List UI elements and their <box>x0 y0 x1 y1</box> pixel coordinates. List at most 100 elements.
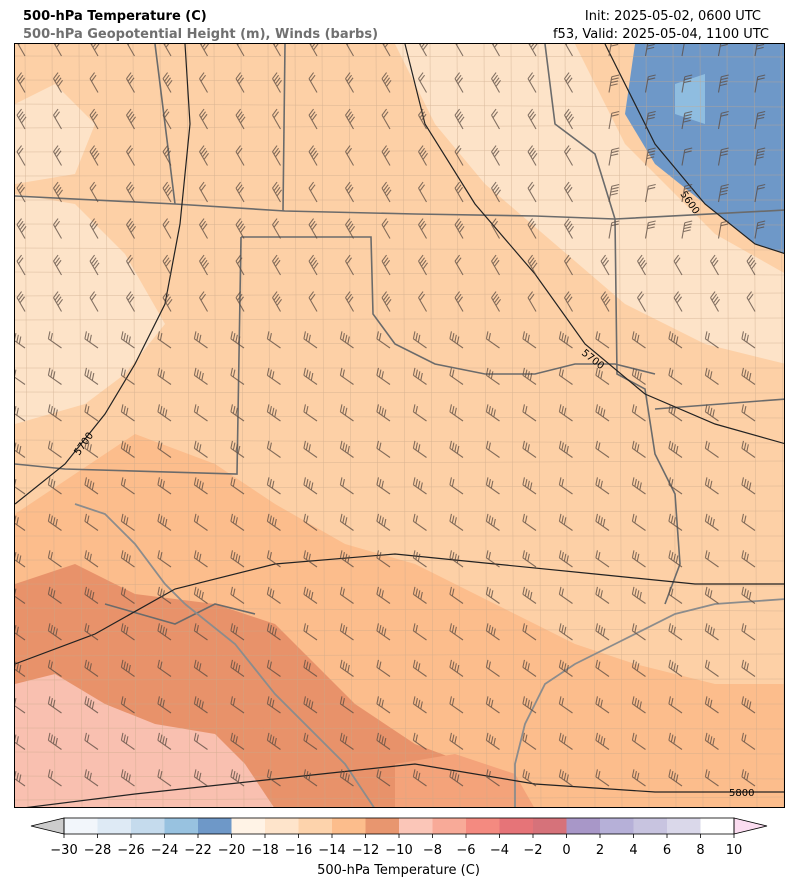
colorbar-cell <box>265 818 299 834</box>
state-border-ne <box>544 44 616 220</box>
wind-barb <box>741 331 756 349</box>
wind-barb <box>741 513 756 531</box>
wind-barb <box>631 586 646 604</box>
wind-barb <box>418 254 429 276</box>
colorbar-tick-label: −14 <box>318 843 346 858</box>
wind-barb <box>230 331 245 349</box>
wind-barb <box>272 44 281 57</box>
wind-barb <box>16 145 26 166</box>
wind-barb <box>47 440 62 458</box>
wind-barb <box>376 659 391 677</box>
wind-barb <box>339 440 354 458</box>
wind-barb <box>741 732 756 750</box>
wind-barb <box>303 659 318 677</box>
wind-barb <box>15 697 26 714</box>
wind-barb <box>53 218 62 239</box>
map-panel[interactable]: 5600 5700 5700 5800 <box>14 43 785 808</box>
colorbar-tick-label: −18 <box>251 843 279 858</box>
wind-barb <box>704 477 719 495</box>
wind-barb <box>558 477 573 495</box>
wind-barb <box>522 513 537 531</box>
wind-barb <box>84 331 99 349</box>
wind-barb <box>595 440 610 458</box>
wind-barb <box>339 732 354 750</box>
colorbar-tick-label: −12 <box>351 843 380 858</box>
colorbar-cell <box>600 818 634 834</box>
wind-barb <box>418 44 429 57</box>
wind-barb <box>449 404 464 422</box>
wind-barb <box>558 440 573 458</box>
wind-barb <box>308 44 319 57</box>
wind-barb <box>230 696 245 714</box>
wind-barb <box>84 404 99 422</box>
colorbar-cell <box>633 818 668 834</box>
wind-barb <box>527 108 537 130</box>
wind-barb <box>339 769 354 787</box>
wind-barb <box>376 550 391 568</box>
wind-barb <box>704 367 719 385</box>
wind-barb <box>644 220 656 239</box>
wind-barb <box>84 550 99 568</box>
wind-barb <box>89 108 99 130</box>
wind-barb <box>272 108 281 130</box>
colorbar-cell <box>566 818 601 834</box>
wind-barb <box>303 732 318 750</box>
wind-barb <box>230 477 245 495</box>
wind-barb <box>449 623 464 641</box>
wind-barb <box>162 108 172 130</box>
wind-barb <box>120 586 135 604</box>
wind-barb <box>230 659 245 677</box>
wind-barb <box>157 331 172 349</box>
colorbar-tick-label: 0 <box>562 843 571 858</box>
wind-barb <box>157 696 172 714</box>
temp-fill-light-ne <box>395 44 784 364</box>
wind-barb <box>345 108 356 130</box>
temp-fill-warm-south <box>395 754 534 807</box>
wind-barb <box>412 659 427 677</box>
wind-barb <box>89 218 99 239</box>
wind-barb <box>303 331 318 349</box>
wind-barb <box>608 110 620 130</box>
wind-barb <box>741 550 756 568</box>
wind-barb <box>704 513 719 531</box>
wind-barb <box>266 477 281 495</box>
contour-5600 <box>604 44 784 254</box>
wind-barb <box>47 696 62 714</box>
wind-barb <box>668 331 683 349</box>
wind-barb <box>126 291 135 312</box>
wind-barb <box>412 550 427 568</box>
map-canvas: 5600 5700 5700 5800 <box>15 44 784 807</box>
wind-barb <box>608 74 620 93</box>
wind-barb <box>608 183 620 203</box>
wind-barb <box>339 331 354 349</box>
wind-barb <box>412 367 427 385</box>
wind-barb <box>15 442 26 458</box>
wind-barb <box>527 254 538 276</box>
wind-barb <box>230 440 245 458</box>
wind-barb <box>741 477 756 495</box>
wind-barb <box>308 291 318 312</box>
wind-barb <box>717 183 729 203</box>
wind-barb <box>303 696 318 714</box>
colorbar-tick-label: −22 <box>184 843 212 858</box>
wind-barb <box>644 147 656 166</box>
wind-barb <box>564 145 573 166</box>
wind-barb <box>47 513 62 531</box>
wind-barb <box>746 254 757 276</box>
wind-barb <box>418 72 427 93</box>
wind-barb <box>564 108 575 130</box>
wind-barb <box>644 183 656 203</box>
valid-time: f53, Valid: 2025-05-04, 1100 UTC <box>552 27 769 42</box>
wind-barb <box>558 586 573 604</box>
wind-barb <box>47 367 62 385</box>
colorbar-tick-label: −4 <box>489 843 510 858</box>
wind-barb <box>84 623 99 641</box>
wind-barb <box>412 623 427 641</box>
wind-barb <box>491 108 500 130</box>
wind-barb <box>418 291 427 312</box>
colorbar <box>30 817 768 838</box>
wind-barb <box>668 659 683 677</box>
wind-barb <box>157 550 172 568</box>
wind-barb <box>522 696 537 714</box>
wind-barb <box>485 404 500 422</box>
